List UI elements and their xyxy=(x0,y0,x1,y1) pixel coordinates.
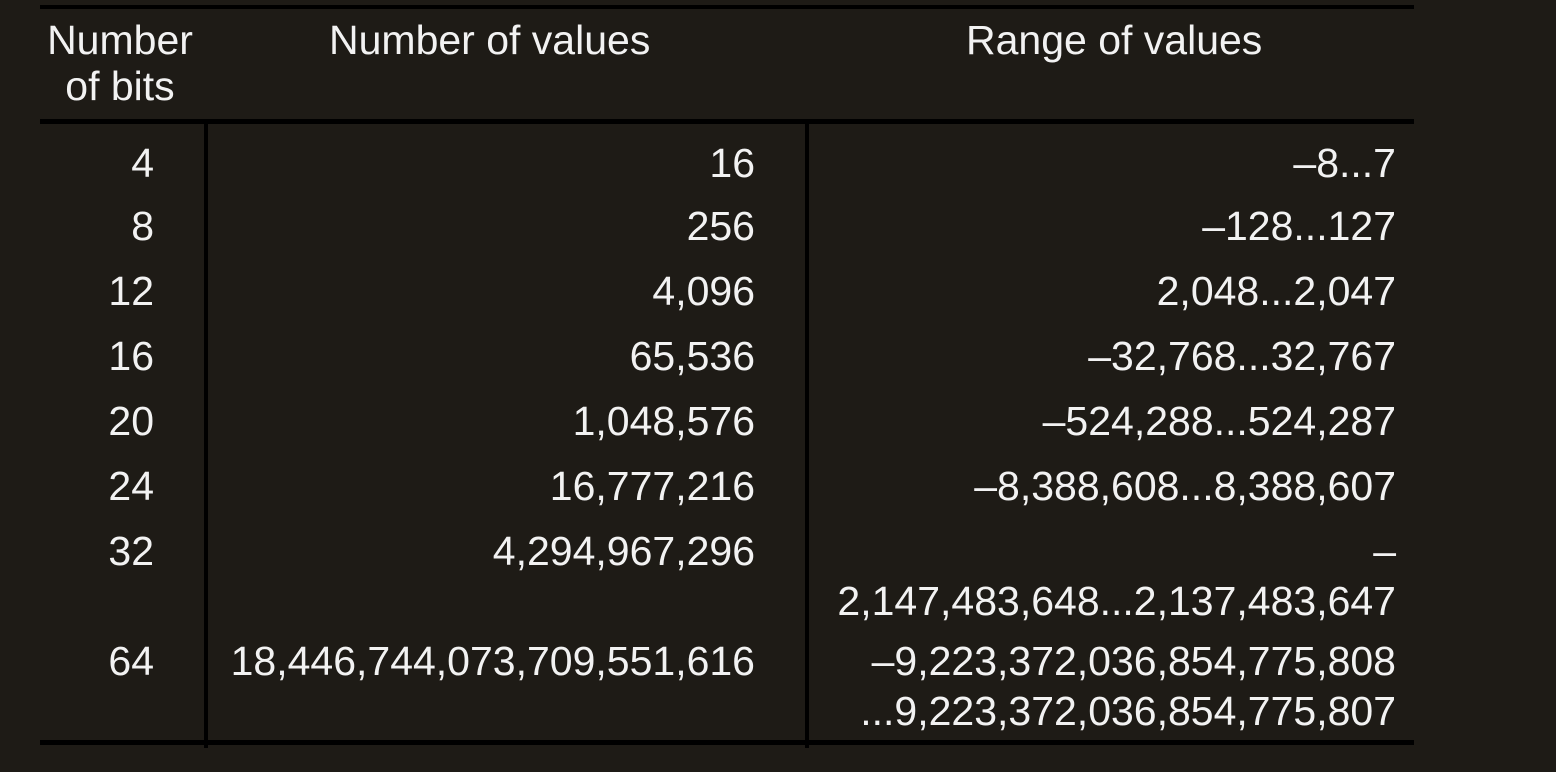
cell-range-of-values: –8...7 xyxy=(805,121,1414,201)
header-number-of-values: Number of values xyxy=(329,17,651,63)
header-bits-line2: of bits xyxy=(65,63,175,109)
header-range-of-values: Range of values xyxy=(966,17,1263,63)
cell-range-of-values: –524,288...524,287 xyxy=(805,395,1414,461)
cell-number-of-bits: 32 xyxy=(108,527,154,574)
cell-number-of-values: 16 xyxy=(204,121,807,201)
cell-number-of-values: 4,096 xyxy=(204,265,807,331)
range-line: ...9,223,372,036,854,775,807 xyxy=(860,687,1396,734)
table-row: 4 16 –8...7 xyxy=(40,121,1414,201)
table-row: 12 4,096 2,048...2,047 xyxy=(40,265,1414,331)
table-row: 8 256 –128...127 xyxy=(40,200,1414,266)
cell-range-of-values: 2,048...2,047 xyxy=(805,265,1414,331)
cell-number-of-bits: 8 xyxy=(131,202,154,249)
cell-number-of-values: 18,446,744,073,709,551,616 xyxy=(204,635,807,748)
table-row: 24 16,777,216 –8,388,608...8,388,607 xyxy=(40,460,1414,526)
bottom-rule xyxy=(40,740,1414,745)
range-line: –524,288...524,287 xyxy=(1042,397,1396,444)
cell-range-of-values: –128...127 xyxy=(805,200,1414,266)
header-bits-line1: Number xyxy=(47,17,193,63)
cell-number-of-values: 4,294,967,296 xyxy=(204,525,807,636)
range-line: 2,048...2,047 xyxy=(1156,267,1396,314)
cell-number-of-bits: 12 xyxy=(108,267,154,314)
cell-number-of-bits: 20 xyxy=(108,397,154,444)
cell-number-of-values: 65,536 xyxy=(204,330,807,396)
table-row: 32 4,294,967,296–2,147,483,648...2,137,48… xyxy=(40,525,1414,636)
cell-number-of-bits: 4 xyxy=(131,140,154,186)
cell-number-of-bits: 16 xyxy=(108,332,154,379)
top-rule xyxy=(40,5,1414,9)
range-line: –8,388,608...8,388,607 xyxy=(974,462,1396,509)
bit-range-table: Number of bits Number of values Range of… xyxy=(40,9,1414,748)
cell-number-of-values: 1,048,576 xyxy=(204,395,807,461)
range-line: – xyxy=(1373,527,1396,574)
table-row: 64 18,446,744,073,709,551,616 –9,223,372,0… xyxy=(40,635,1414,748)
cell-number-of-bits: 64 xyxy=(108,637,154,684)
cell-number-of-values: 16,777,216 xyxy=(204,460,807,526)
cell-range-of-values: –2,147,483,648...2,137,483,647 xyxy=(805,525,1414,636)
cell-range-of-values: –8,388,608...8,388,607 xyxy=(805,460,1414,526)
range-line: –9,223,372,036,854,775,808 xyxy=(871,637,1396,684)
cell-number-of-bits: 24 xyxy=(108,462,154,509)
range-line: –8...7 xyxy=(1293,140,1396,186)
range-line: 2,147,483,648...2,137,483,647 xyxy=(837,577,1396,624)
table-row: 16 65,536 –32,768...32,767 xyxy=(40,330,1414,396)
cell-range-of-values: –9,223,372,036,854,775,808 ...9,223,372,0… xyxy=(805,635,1414,748)
cell-range-of-values: –32,768...32,767 xyxy=(805,330,1414,396)
header-number-of-bits: Number of bits xyxy=(40,9,206,122)
cell-number-of-values: 256 xyxy=(204,200,807,266)
header-row: Number of bits Number of values Range of… xyxy=(40,9,1414,122)
range-line: –32,768...32,767 xyxy=(1088,332,1396,379)
range-line: –128...127 xyxy=(1202,202,1396,249)
table-row: 20 1,048,576 –524,288...524,287 xyxy=(40,395,1414,461)
